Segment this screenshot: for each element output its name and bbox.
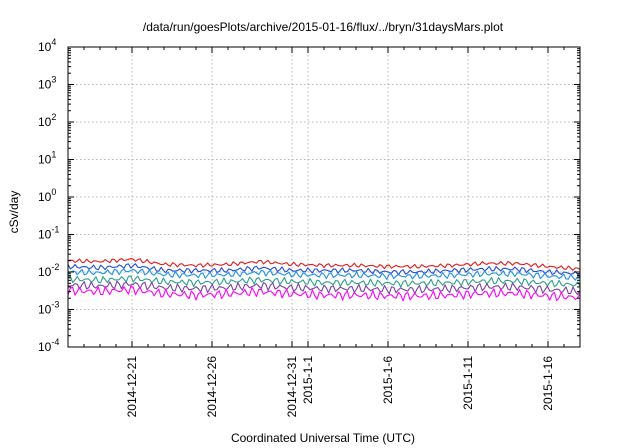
y-tick-label: 10-1 [38,225,59,242]
grid [68,47,580,347]
series-group [67,258,581,302]
x-tick-label: 2014-12-31 [285,356,299,418]
series-line-2 [67,263,581,277]
x-axis-label: Coordinated Universal Time (UTC) [231,431,415,445]
chart-title: /data/run/goesPlots/archive/2015-01-16/f… [143,20,504,34]
x-tick-label: 2015-1-11 [461,356,475,410]
y-tick-label: 102 [38,112,56,129]
x-tick-label: 2014-12-26 [205,356,219,418]
series-line-3 [67,268,581,281]
y-tick-label: 101 [38,150,56,167]
series-line-5 [67,280,581,296]
x-tick-label: 2014-12-21 [125,356,139,418]
series-line-1 [67,258,581,271]
x-tick-label: 2015-1-6 [381,356,395,404]
y-axis: 10-4 10-3 10-2 10-1 100 101 102 103 104 [38,37,580,354]
y-tick-label: 103 [38,75,56,92]
y-tick-label: 10-3 [38,300,59,317]
y-axis-label: cSv/day [7,191,21,234]
series-line-6 [67,285,581,302]
x-tick-label: 2015-1-1 [301,356,315,404]
y-tick-label: 10-2 [38,262,59,279]
x-tick-label: 2015-1-16 [541,356,555,411]
y-tick-label: 104 [38,37,56,54]
x-axis: 2014-12-21 2014-12-26 2014-12-31 2015-1-1 20… [67,47,581,418]
y-tick-label: 10-4 [38,337,59,354]
y-tick-label: 100 [38,187,56,204]
series-line-4 [67,275,581,288]
